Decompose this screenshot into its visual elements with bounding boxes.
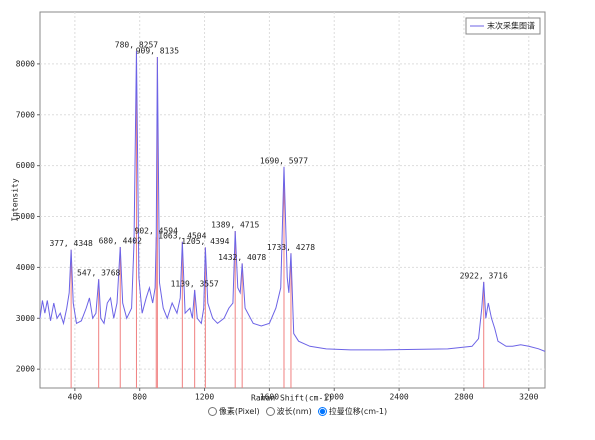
legend-box [465,17,541,35]
x-tick-label: 2400 [389,393,408,402]
mode-label: 波长(nm) [276,407,312,416]
y-axis-label: Intensity [11,178,20,222]
peak-label: 1063, 4504 [158,231,206,240]
x-tick-label: 800 [132,393,147,402]
peak-label: 377, 4348 [49,239,93,248]
peak-label: 1205, 4394 [181,237,229,246]
chart: Raman Shift(cm-1) Intensity 400 800 1200 16… [11,11,546,403]
mode-label: 拉曼位移(cm-1) [328,407,388,416]
peak-label: 1432, 4078 [218,253,266,262]
legend-label: 末次采集图谱 [487,21,535,31]
mode-option[interactable]: 波长(nm) [265,407,312,416]
plot-area [39,11,546,389]
x-tick-label: 2800 [454,393,473,402]
x-tick-label: 3200 [519,393,538,402]
peak-label: 1139, 3557 [171,279,219,288]
mode-label: 像素(Pixel) [218,407,260,416]
x-tick-label: 1600 [260,393,279,402]
x-tick-label: 400 [68,393,83,402]
y-tick-label: 5000 [16,212,35,221]
y-tick-label: 8000 [16,59,35,68]
mode-selector: 像素(Pixel) 波长(nm) 拉曼位移(cm-1) [0,406,595,417]
mode-radio[interactable] [265,407,275,416]
mode-radio[interactable] [317,407,327,416]
y-tick-label: 2000 [16,365,35,374]
y-tick-label: 3000 [16,314,35,323]
peak-label: 547, 3768 [77,269,121,278]
x-tick-label: 2000 [325,393,344,402]
mode-radio[interactable] [207,407,217,416]
y-tick-label: 6000 [16,161,35,170]
spectrum-line [39,50,546,352]
y-tick-label: 7000 [16,110,35,119]
mode-option[interactable]: 像素(Pixel) [207,407,260,416]
peak-label: 909, 8135 [136,47,180,56]
peak-label: 680, 4402 [99,236,143,245]
mode-option[interactable]: 拉曼位移(cm-1) [317,407,388,416]
peak-label: 780, 8257 [115,40,159,49]
x-axis-label: Raman Shift(cm-1) [251,394,333,403]
peak-label: 1733, 4278 [267,243,315,252]
x-tick-label: 1200 [195,393,214,402]
peak-label: 902, 4594 [135,227,179,236]
peak-label: 1690, 5977 [260,156,308,165]
peak-label: 2922, 3716 [460,271,508,280]
y-tick-label: 4000 [16,263,35,272]
peak-label: 1389, 4715 [211,221,259,230]
